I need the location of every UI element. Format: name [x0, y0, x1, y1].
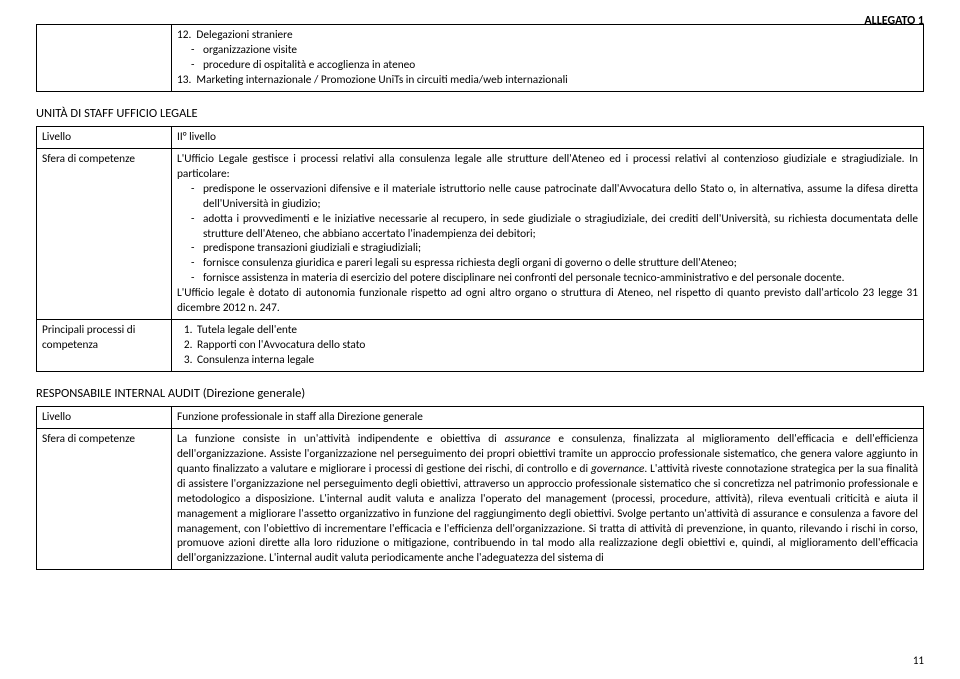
s2-r2-frag1: La funzione consiste in un'attività indi… [177, 432, 505, 446]
table-row: Livello Funzione professionale in staff … [37, 407, 924, 429]
s1-r2-value: L'Ufficio Legale gestisce i processi rel… [172, 149, 924, 320]
s1-r3-label: Principali processi di competenza [37, 320, 172, 372]
s1-r2-bullet: adotta i provvedimenti e le iniziative n… [191, 212, 918, 242]
top-cell-content: 12. Delegazioni straniere organizzazione… [172, 25, 924, 92]
s2-r2-em1: assurance [505, 432, 551, 446]
top-continuation-table: 12. Delegazioni straniere organizzazione… [36, 24, 924, 92]
s1-r1-value: II° livello [172, 127, 924, 149]
item-13-text: Marketing internazionale / Promozione Un… [196, 73, 567, 87]
s1-r3-value: Tutela legale dell'ente Rapporti con l'A… [172, 320, 924, 372]
s1-r2-bullet: fornisce consulenza giuridica e pareri l… [191, 256, 918, 271]
s1-r2-outro: L'Ufficio legale è dotato di autonomia f… [177, 286, 918, 316]
item-13-num: 13. [177, 73, 191, 87]
table-row: Livello II° livello [37, 127, 924, 149]
item-12-sub2: procedure di ospitalità e accoglienza in… [191, 58, 918, 73]
s2-r2-value: La funzione consiste in un'attività indi… [172, 429, 924, 570]
s1-r3-item: Consulenza interna legale [195, 353, 918, 368]
s2-r2-frag3: . L'attività riveste connotazione strate… [177, 462, 918, 565]
s1-r2-bullet: predispone le osservazioni difensive e i… [191, 182, 918, 212]
section-2-title: RESPONSABILE INTERNAL AUDIT (Direzione g… [36, 386, 924, 403]
table-row: Sfera di competenze L'Ufficio Legale ges… [37, 149, 924, 320]
allegato-header: ALLEGATO 1 [864, 14, 924, 30]
s2-r2-em2: governance [591, 462, 644, 476]
s1-r3-item: Rapporti con l'Avvocatura dello stato [195, 338, 918, 353]
s1-r2-bullet: predispone transazioni giudiziali e stra… [191, 241, 918, 256]
item-12-num: 12. [177, 28, 191, 42]
table-row: 12. Delegazioni straniere organizzazione… [37, 25, 924, 92]
item-12-sub1: organizzazione visite [191, 43, 918, 58]
s1-r1-label: Livello [37, 127, 172, 149]
s1-r3-item: Tutela legale dell'ente [195, 323, 918, 338]
page-number: 11 [913, 654, 924, 669]
section-2-table: Livello Funzione professionale in staff … [36, 406, 924, 570]
s1-r2-bullet: fornisce assistenza in materia di eserci… [191, 271, 918, 286]
s1-r2-intro: L'Ufficio Legale gestisce i processi rel… [177, 152, 918, 182]
section-1-title: UNITÀ DI STAFF UFFICIO LEGALE [36, 106, 924, 123]
item-12-title: Delegazioni straniere [196, 28, 292, 42]
empty-cell [37, 25, 172, 92]
table-row: Principali processi di competenza Tutela… [37, 320, 924, 372]
section-1-table: Livello II° livello Sfera di competenze … [36, 126, 924, 372]
s1-r2-label: Sfera di competenze [37, 149, 172, 320]
s2-r1-value: Funzione professionale in staff alla Dir… [172, 407, 924, 429]
s2-r2-label: Sfera di competenze [37, 429, 172, 570]
s2-r1-label: Livello [37, 407, 172, 429]
table-row: Sfera di competenze La funzione consiste… [37, 429, 924, 570]
